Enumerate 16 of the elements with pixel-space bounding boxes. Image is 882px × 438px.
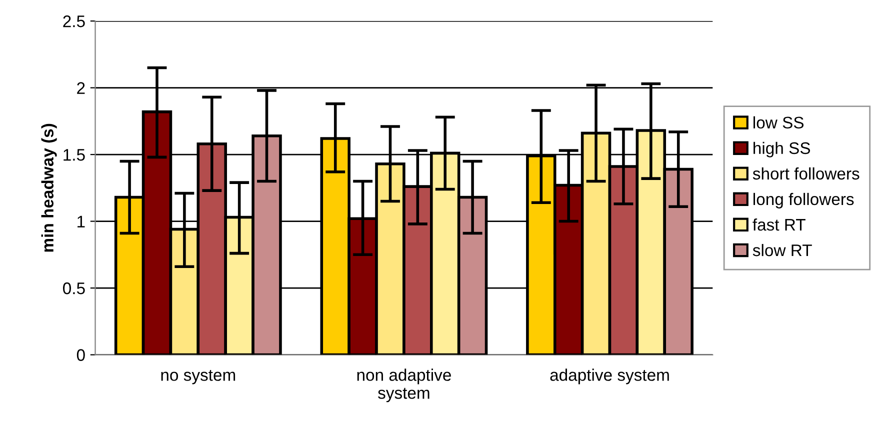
y-tick-label: 2 bbox=[77, 82, 85, 94]
x-tick-label: non adaptive system bbox=[357, 368, 451, 402]
x-tick-label: no system bbox=[161, 370, 236, 384]
y-tick-label: 1 bbox=[78, 216, 85, 228]
y-tick-label: 0 bbox=[76, 349, 85, 361]
legend-label: high SS bbox=[754, 142, 810, 158]
legend-label: long followers bbox=[754, 192, 854, 208]
y-axis-title: min headway (s) bbox=[41, 124, 57, 252]
legend-label: short followers bbox=[752, 167, 860, 180]
legend-label: fast RT bbox=[752, 218, 806, 231]
y-tick-label: 1.5 bbox=[64, 149, 85, 161]
legend-label: low SS bbox=[754, 116, 804, 129]
x-tick-label: adaptive system bbox=[550, 368, 669, 384]
legend-label: slow RT bbox=[752, 244, 812, 256]
y-tick-label: 0.5 bbox=[63, 282, 85, 294]
y-tick-label: 2.5 bbox=[63, 15, 85, 28]
